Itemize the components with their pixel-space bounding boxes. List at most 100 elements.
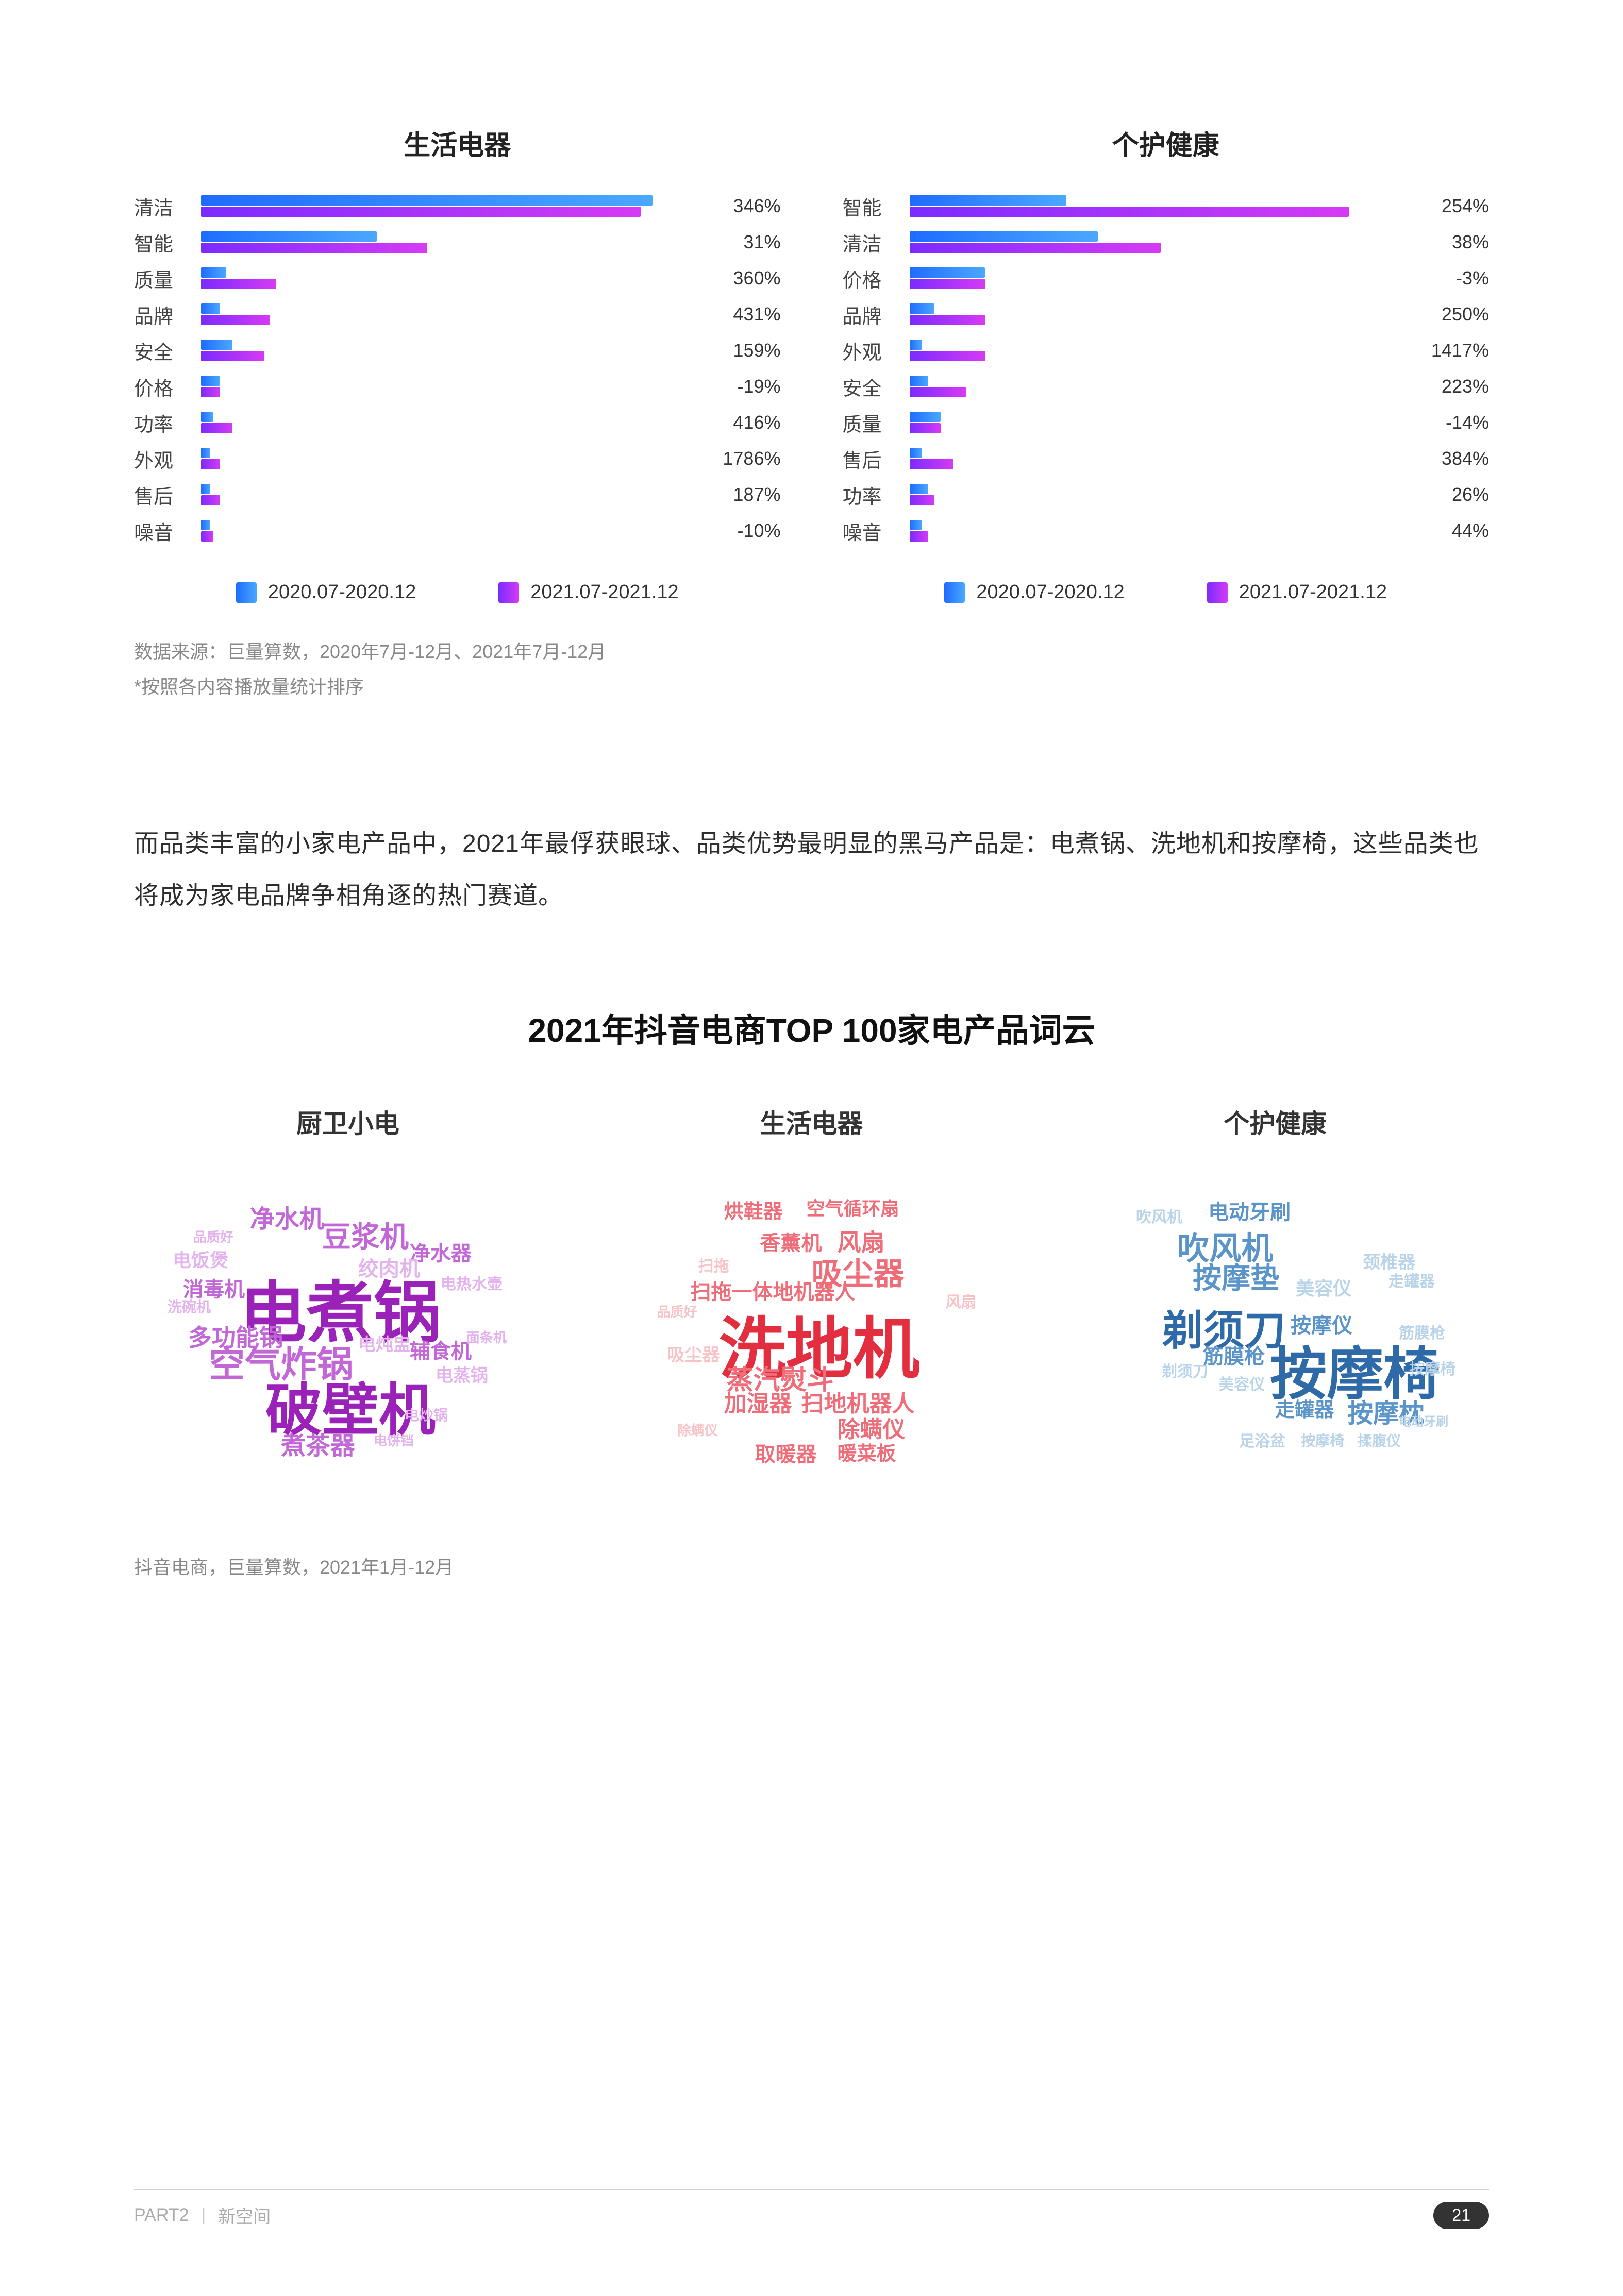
wordcloud-section: 2021年抖音电商TOP 100家电产品词云 厨卫小电电煮锅破壁机空气炸锅多功能… — [134, 1004, 1489, 1579]
bar-series-b — [201, 387, 220, 397]
bar-label: 品牌 — [843, 300, 910, 329]
bar-track: 1417% — [910, 332, 1490, 368]
wordcloud-word: 除螨仪 — [678, 1424, 718, 1437]
bar-row: 价格-19% — [134, 368, 781, 404]
bar-row: 售后 384% — [843, 441, 1490, 477]
wordcloud-row: 厨卫小电电煮锅破壁机空气炸锅多功能锅豆浆机净水机净水器绞肉机电饭煲消毒机电热水壶… — [134, 1103, 1489, 1491]
wordcloud-word: 按摩椅 — [1301, 1434, 1344, 1448]
source-note: 数据来源：巨量算数，2020年7月-12月、2021年7月-12月 *按照各内容… — [134, 634, 1489, 705]
wordcloud-column-title: 个护健康 — [1224, 1103, 1327, 1140]
legend-label-a: 2020.07-2020.12 — [268, 581, 416, 603]
wordcloud-word: 电饼铛 — [374, 1434, 414, 1447]
bar-row: 品牌 250% — [843, 296, 1490, 332]
wordcloud-canvas: 洗地机吸尘器风扇香薰机烘鞋器空气循环扇扫拖一体地机器人风扇蒸汽熨斗加湿器扫地机器… — [616, 1171, 1008, 1491]
bar-track: -3% — [910, 260, 1490, 296]
wordcloud-word: 空气循环扇 — [807, 1200, 899, 1218]
bar-pct: 159% — [733, 340, 780, 361]
bar-row: 售后187% — [134, 477, 781, 513]
bar-series-a — [201, 267, 226, 278]
bar-track: 38% — [910, 224, 1490, 260]
bar-series-a — [201, 412, 213, 422]
bar-pct: 384% — [1442, 448, 1489, 469]
bar-label: 品牌 — [134, 300, 201, 329]
bar-track: 1786% — [201, 441, 781, 477]
bar-series-a — [201, 303, 220, 314]
footer-left: PART2 | 新空间 — [134, 2203, 271, 2228]
bar-row: 智能31% — [134, 224, 781, 260]
bar-series-a — [910, 412, 941, 422]
bar-series-b — [201, 495, 220, 505]
legend-swatch-a — [236, 582, 257, 603]
bar-series-a — [201, 195, 653, 206]
bar-label: 功率 — [843, 481, 910, 509]
wordcloud-word: 筋膜枪 — [1203, 1346, 1265, 1367]
bar-row: 功率416% — [134, 404, 781, 441]
bar-series-a — [910, 340, 922, 350]
bar-pct: 346% — [733, 195, 780, 217]
bar-label: 功率 — [134, 409, 201, 437]
bar-label: 安全 — [134, 336, 201, 365]
bar-track: 360% — [201, 260, 781, 296]
wordcloud-word: 筋膜枪 — [1399, 1326, 1445, 1341]
legend-item-a: 2020.07-2020.12 — [236, 581, 416, 603]
wordcloud-word: 加湿器 — [724, 1393, 792, 1415]
bar-track: 416% — [201, 404, 781, 441]
wordcloud-word: 扫地机器人 — [801, 1393, 915, 1415]
bar-row: 质量-14% — [843, 404, 1490, 441]
wordcloud-word: 除螨仪 — [838, 1419, 906, 1441]
bar-pct: 26% — [1452, 484, 1489, 505]
wordcloud-word: 吸尘器 — [667, 1346, 720, 1364]
wordcloud-word: 电炖盅 — [358, 1336, 411, 1354]
wordcloud-column: 厨卫小电电煮锅破壁机空气炸锅多功能锅豆浆机净水机净水器绞肉机电饭煲消毒机电热水壶… — [134, 1103, 562, 1491]
wordcloud-column: 个护健康按摩椅剃须刀吹风机按摩垫电动牙刷吹风机美容仪颈椎器走罐器按摩仪筋膜枪剃须… — [1061, 1103, 1489, 1491]
bar-pct: 1417% — [1431, 340, 1489, 361]
bar-label: 智能 — [843, 192, 910, 221]
bar-series-b — [910, 387, 966, 397]
bar-series-a — [201, 448, 210, 458]
bar-row: 质量360% — [134, 260, 781, 296]
bar-series-a — [201, 231, 377, 242]
bar-pct: 223% — [1442, 376, 1489, 397]
legend-right: 2020.07-2020.12 2021.07-2021.12 — [843, 581, 1490, 603]
bar-series-a — [910, 448, 922, 458]
legend-label-a: 2020.07-2020.12 — [976, 581, 1124, 603]
wordcloud-word: 风扇 — [838, 1230, 885, 1254]
bar-label: 智能 — [134, 228, 201, 257]
bar-series-b — [910, 207, 1349, 217]
legend-label-b: 2021.07-2021.12 — [1239, 581, 1387, 603]
bar-series-a — [201, 376, 220, 386]
bar-row: 外观 1417% — [843, 332, 1490, 368]
bar-row: 安全 159% — [134, 332, 781, 368]
wordcloud-word: 煮茶器 — [281, 1434, 355, 1459]
bar-row: 智能254% — [843, 188, 1490, 224]
bar-series-b — [201, 531, 213, 542]
bar-label: 清洁 — [134, 192, 201, 221]
bar-label: 售后 — [843, 445, 910, 473]
wordcloud-canvas: 按摩椅剃须刀吹风机按摩垫电动牙刷吹风机美容仪颈椎器走罐器按摩仪筋膜枪剃须刀美容仪… — [1079, 1171, 1471, 1491]
bar-series-b — [910, 243, 1161, 253]
bar-label: 质量 — [134, 264, 201, 293]
bar-series-b — [201, 351, 264, 361]
wordcloud-word: 豆浆机 — [322, 1223, 409, 1252]
wordcloud-word: 空气炸锅 — [209, 1346, 353, 1382]
bar-label: 外观 — [843, 336, 910, 365]
wordcloud-word: 品质好 — [193, 1230, 233, 1244]
wordcloud-word: 吹风机 — [1136, 1210, 1182, 1225]
wordcloud-word: 剃须刀 — [1162, 1364, 1208, 1380]
bar-pct: 44% — [1452, 520, 1489, 542]
wordcloud-word: 足浴盆 — [1239, 1434, 1285, 1449]
bar-series-b — [910, 495, 935, 505]
footer-separator: | — [201, 2205, 206, 2225]
wordcloud-word: 洗碗机 — [168, 1300, 211, 1314]
bar-track: 223% — [910, 368, 1490, 404]
bar-label: 安全 — [843, 373, 910, 401]
bar-series-a — [910, 484, 929, 494]
bar-series-a — [910, 231, 1098, 242]
wordcloud-word: 美容仪 — [1296, 1279, 1351, 1298]
bar-track: -10% — [201, 513, 781, 549]
bar-track: -14% — [910, 404, 1490, 441]
bar-series-a — [910, 303, 935, 314]
wordcloud-word: 扫拖 — [698, 1259, 729, 1274]
bar-series-b — [201, 315, 270, 325]
bar-pct: 250% — [1442, 303, 1489, 325]
